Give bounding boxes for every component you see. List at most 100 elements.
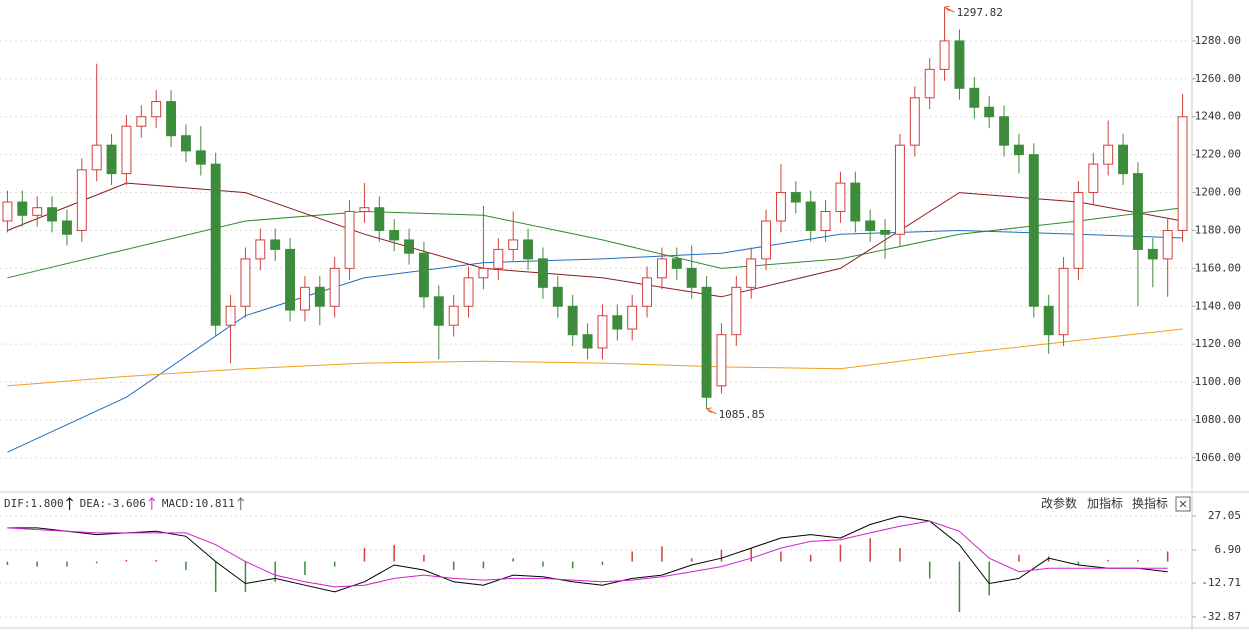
candle-body <box>32 207 43 216</box>
toolbar-button[interactable]: 改参数 <box>1041 496 1077 511</box>
annotation-label: 1085.85 <box>719 408 765 421</box>
candle-body <box>805 201 816 231</box>
candle-body <box>448 305 459 326</box>
y-tick-label: 1260.00 <box>1195 72 1241 85</box>
candle-body <box>180 135 191 152</box>
candle-body <box>1162 229 1173 260</box>
y-tick-label: 1060.00 <box>1195 451 1241 464</box>
moving-average-line <box>7 229 1183 453</box>
candle-body <box>716 334 727 387</box>
candle-body <box>418 252 429 298</box>
candle-body <box>404 239 415 254</box>
candle-body <box>1013 144 1024 156</box>
candle-body <box>984 106 995 118</box>
close-button[interactable] <box>1175 496 1191 512</box>
candle-body <box>478 267 489 279</box>
legend-item: MACD:10.811 <box>162 497 235 510</box>
candle-body <box>1058 267 1069 336</box>
candle-body <box>850 182 861 222</box>
candle-body <box>746 258 757 288</box>
macd-line <box>7 520 1168 588</box>
candle-body <box>91 144 102 171</box>
candle-body <box>299 286 310 311</box>
candle-body <box>612 315 623 330</box>
candle-body <box>463 277 474 307</box>
candle-body <box>701 286 712 398</box>
candle-body <box>1088 163 1099 194</box>
y-tick-label: 1160.00 <box>1195 261 1241 274</box>
candle-body <box>924 68 935 99</box>
candle-body <box>597 315 608 349</box>
candle-body <box>894 144 905 235</box>
candle-body <box>359 207 370 213</box>
legend-item: DIF:1.800 <box>4 497 64 510</box>
y-tick-label: -12.71 <box>1201 576 1241 589</box>
candle-body <box>731 286 742 336</box>
annotation-arrow <box>944 5 955 13</box>
candle-body <box>17 201 28 216</box>
candle-body <box>270 239 281 250</box>
candle-body <box>47 207 58 222</box>
legend-arrow <box>148 497 156 510</box>
y-tick-label: 1200.00 <box>1195 186 1241 199</box>
candle-body <box>642 277 653 307</box>
candle-body <box>537 258 548 288</box>
candle-body <box>106 144 117 175</box>
candle-body <box>835 182 846 213</box>
candle-body <box>671 258 682 269</box>
candle-body <box>508 239 519 250</box>
candle-body <box>523 239 534 260</box>
candle-body <box>166 101 177 137</box>
candle-body <box>1043 305 1054 336</box>
legend-item: DEA:-3.606 <box>80 497 146 510</box>
candle-body <box>2 201 13 222</box>
candle-body <box>285 248 296 311</box>
annotation-label: 1297.82 <box>957 6 1003 19</box>
candle-body <box>820 211 831 231</box>
y-tick-label: 1080.00 <box>1195 413 1241 426</box>
y-tick-label: 27.05 <box>1208 509 1241 522</box>
candle-body <box>1028 154 1039 307</box>
toolbar-button[interactable]: 加指标 <box>1087 496 1123 511</box>
candle-body <box>567 305 578 336</box>
candle-body <box>1103 144 1114 165</box>
close-icon <box>1179 500 1187 508</box>
candle-body <box>1177 116 1188 231</box>
candle-body <box>195 150 206 165</box>
annotation-arrow <box>706 407 717 415</box>
y-tick-label: 1180.00 <box>1195 223 1241 236</box>
candle-body <box>775 192 786 222</box>
candle-body <box>627 305 638 330</box>
toolbar: 改参数 加指标 换指标 <box>1041 496 1168 511</box>
candle-body <box>939 40 950 70</box>
y-tick-label: 1120.00 <box>1195 337 1241 350</box>
candle-body <box>136 116 147 127</box>
y-tick-label: 6.90 <box>1215 543 1242 556</box>
candle-body <box>656 258 667 279</box>
y-tick-label: -32.87 <box>1201 610 1241 623</box>
candle-body <box>121 125 132 175</box>
candle-body <box>761 220 772 260</box>
candle-body <box>1073 192 1084 269</box>
candle-body <box>433 296 444 326</box>
candle-body <box>374 207 385 231</box>
candle-body <box>865 220 876 231</box>
candle-body <box>954 40 965 89</box>
y-tick-label: 1140.00 <box>1195 299 1241 312</box>
candle-body <box>1118 144 1129 175</box>
moving-average-line <box>7 182 1183 298</box>
y-tick-label: 1100.00 <box>1195 375 1241 388</box>
candle-body <box>880 229 891 235</box>
candle-body <box>1132 173 1143 250</box>
candle-body <box>314 286 325 307</box>
candle-body <box>582 334 593 349</box>
candle-body <box>151 101 162 118</box>
candle-body <box>1147 248 1158 260</box>
candle-body <box>909 97 920 146</box>
y-tick-label: 1220.00 <box>1195 148 1241 161</box>
toolbar-button[interactable]: 换指标 <box>1132 496 1168 511</box>
candle-body <box>240 258 251 307</box>
y-tick-label: 1240.00 <box>1195 110 1241 123</box>
legend-arrow <box>66 497 73 510</box>
candle-body <box>552 286 563 307</box>
